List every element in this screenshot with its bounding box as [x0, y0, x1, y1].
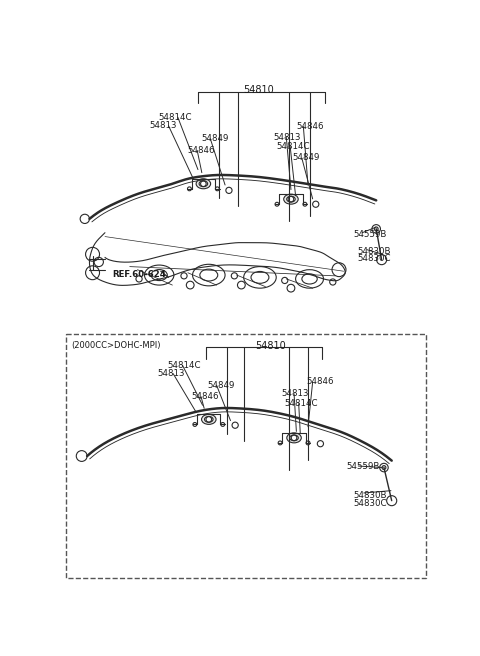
Text: 54814C: 54814C — [167, 361, 201, 369]
Circle shape — [275, 202, 279, 206]
Text: 54810: 54810 — [255, 340, 286, 350]
Text: 54849: 54849 — [292, 154, 320, 163]
Circle shape — [306, 441, 310, 445]
Text: (2000CC>DOHC-MPI): (2000CC>DOHC-MPI) — [72, 340, 161, 350]
Bar — [66, 335, 426, 578]
Ellipse shape — [196, 178, 211, 189]
Ellipse shape — [287, 433, 301, 443]
Circle shape — [278, 441, 282, 445]
Ellipse shape — [199, 181, 208, 187]
Text: 54846: 54846 — [296, 122, 324, 131]
Circle shape — [382, 466, 386, 470]
Text: 54813: 54813 — [157, 369, 185, 378]
Text: 54813: 54813 — [273, 133, 300, 142]
Circle shape — [303, 202, 307, 206]
Ellipse shape — [202, 415, 216, 424]
Text: 54830B: 54830B — [358, 247, 391, 256]
Circle shape — [374, 227, 378, 231]
Text: 54846: 54846 — [192, 392, 219, 401]
Circle shape — [193, 422, 197, 426]
Text: 54814C: 54814C — [285, 399, 318, 408]
Text: 54849: 54849 — [201, 134, 228, 143]
Text: 54830B: 54830B — [353, 491, 386, 500]
Text: 54846: 54846 — [306, 377, 334, 386]
Text: 54559B: 54559B — [353, 230, 386, 239]
Text: REF.60-624: REF.60-624 — [113, 270, 167, 279]
Text: 54813: 54813 — [149, 121, 177, 130]
Circle shape — [188, 187, 192, 191]
Circle shape — [216, 187, 219, 191]
Ellipse shape — [287, 196, 295, 202]
Ellipse shape — [290, 435, 298, 441]
Text: 54830C: 54830C — [353, 499, 386, 508]
Text: 54830C: 54830C — [358, 255, 391, 263]
Text: 54814C: 54814C — [158, 113, 192, 121]
Ellipse shape — [284, 194, 298, 204]
Text: 54849: 54849 — [207, 380, 235, 390]
Ellipse shape — [204, 417, 213, 422]
Circle shape — [221, 422, 225, 426]
Text: 54810: 54810 — [244, 85, 275, 95]
Text: 54814C: 54814C — [276, 142, 310, 151]
Text: 54559B: 54559B — [347, 462, 380, 471]
Text: 54813: 54813 — [282, 389, 309, 398]
Text: 54846: 54846 — [187, 146, 215, 155]
